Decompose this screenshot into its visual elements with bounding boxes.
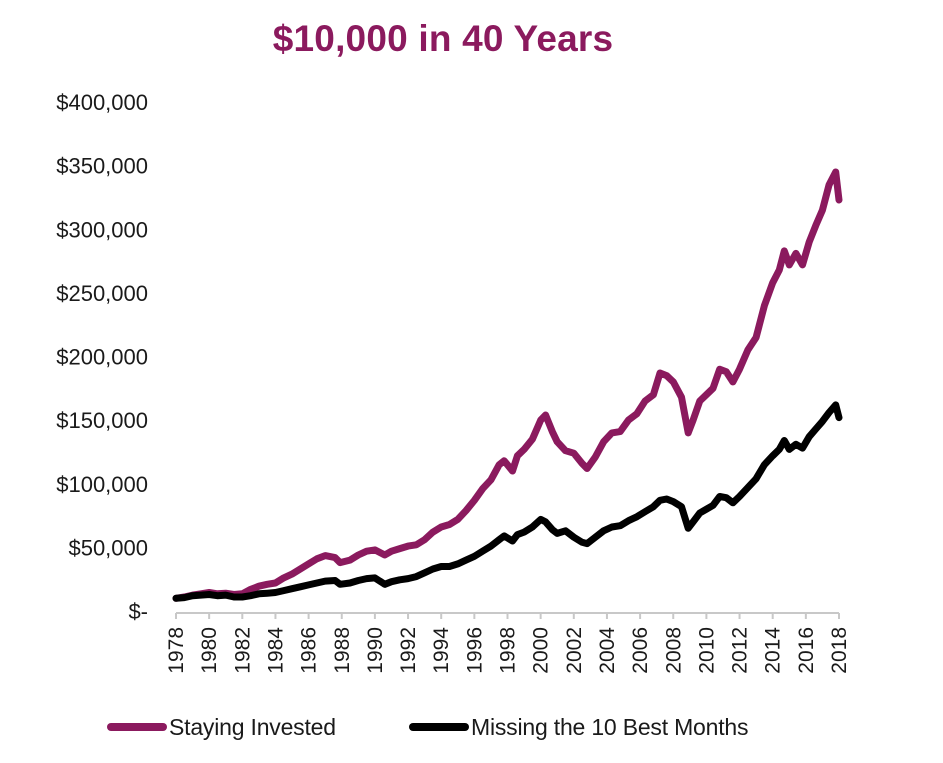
- x-tick-label: 2018: [828, 627, 851, 674]
- legend-swatch-missing-best-months: [409, 723, 469, 731]
- x-tick-label: 1984: [264, 627, 287, 674]
- x-tick-label: 2006: [629, 627, 652, 674]
- y-tick-label: $350,000: [56, 154, 148, 179]
- legend-label-missing-best-months: Missing the 10 Best Months: [471, 713, 749, 740]
- x-tick-label: 2016: [795, 627, 818, 674]
- x-tick-label: 2010: [695, 627, 718, 674]
- y-tick-label: $300,000: [56, 217, 148, 242]
- legend-item-missing-best-months: Missing the 10 Best Months: [409, 710, 749, 744]
- x-tick-label: 1980: [198, 627, 221, 674]
- x-tick-label: 1988: [331, 627, 354, 674]
- x-tick-label: 2012: [729, 627, 752, 674]
- x-tick-label: 1994: [430, 627, 453, 674]
- x-axis: [175, 612, 840, 619]
- x-tick-label: 1998: [497, 627, 520, 674]
- chart-title: $10,000 in 40 Years: [272, 18, 614, 59]
- x-tick-label: 1978: [165, 627, 188, 674]
- y-tick-label: $50,000: [68, 535, 148, 560]
- x-tick-label: 2000: [530, 627, 553, 674]
- x-tick-label: 2002: [563, 627, 586, 674]
- series-line-staying-invested: [172, 168, 843, 602]
- y-tick-label: $250,000: [56, 281, 148, 306]
- x-tick-label: 1992: [397, 627, 420, 674]
- y-tick-label: $400,000: [56, 90, 148, 115]
- y-tick-label: $100,000: [56, 472, 148, 497]
- y-tick-label: $150,000: [56, 408, 148, 433]
- x-tick-label: 2014: [762, 627, 785, 674]
- x-tick-label: 1996: [463, 627, 486, 674]
- x-tick-label: 1986: [298, 627, 321, 674]
- legend-swatch-staying-invested: [107, 723, 167, 731]
- line-chart: $- $50,000 $100,000 $150,000 $200,000 $250,00…: [56, 90, 851, 674]
- series-lines: [172, 168, 843, 602]
- legend-item-staying-invested: Staying Invested: [107, 710, 336, 744]
- series-line-missing-best-months: [172, 401, 843, 602]
- x-tick-label: 1982: [231, 627, 254, 674]
- x-tick-label: 2004: [596, 627, 619, 674]
- legend: Staying Invested Missing the 10 Best Mon…: [0, 710, 943, 744]
- legend-label-staying-invested: Staying Invested: [169, 713, 336, 740]
- x-axis-tick-labels: 1978 1980 1982 1984 1986 1988 1990 1992 1994 1996…: [165, 627, 851, 674]
- x-tick-label: 2008: [662, 627, 685, 674]
- x-tick-label: 1990: [364, 627, 387, 674]
- y-axis-tick-labels: $- $50,000 $100,000 $150,000 $200,000 $250,00…: [56, 90, 148, 624]
- y-tick-label: $-: [128, 599, 148, 624]
- y-tick-label: $200,000: [56, 345, 148, 370]
